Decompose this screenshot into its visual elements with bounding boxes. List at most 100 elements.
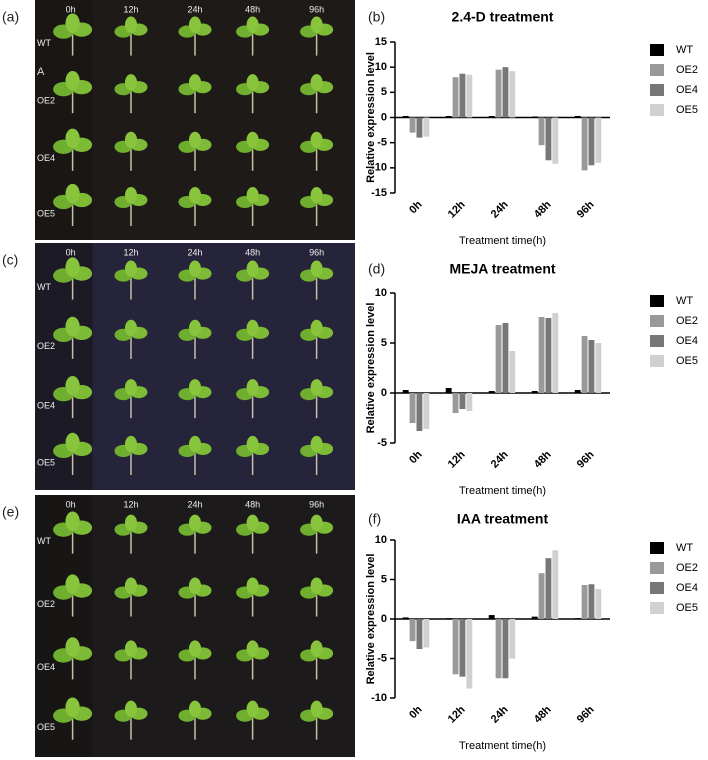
legend-label: WT	[676, 295, 693, 307]
bar	[402, 115, 409, 118]
leaf	[124, 379, 138, 396]
bar	[574, 618, 581, 619]
bar	[538, 117, 545, 146]
leaf	[65, 316, 80, 337]
bar	[581, 585, 588, 619]
photo-column-label: 96h	[309, 247, 324, 257]
bar	[416, 393, 423, 431]
x-tick-label: 24h	[489, 199, 511, 221]
bar	[409, 393, 416, 423]
legend-swatch	[650, 64, 664, 76]
panel-label: (c)	[2, 252, 18, 268]
photo-row-label: WT	[37, 282, 51, 292]
y-tick-label: 10	[375, 61, 387, 73]
leaf	[310, 435, 323, 453]
bar	[581, 336, 588, 393]
bar	[588, 340, 595, 393]
bar	[459, 73, 466, 118]
y-tick-label: 5	[381, 337, 387, 349]
bar	[595, 343, 602, 393]
y-tick-label: -5	[377, 652, 387, 664]
leaf	[246, 700, 259, 718]
leaf	[124, 186, 138, 204]
bar	[466, 393, 473, 411]
photo-row-label: OE4	[37, 153, 55, 163]
bar	[545, 558, 552, 619]
bar	[445, 618, 452, 619]
leaf	[124, 131, 138, 149]
leaf	[188, 640, 202, 657]
leaf	[310, 74, 323, 91]
bar	[495, 619, 502, 679]
y-tick-label: -10	[371, 692, 387, 704]
x-axis-label: Treatment time(h)	[459, 485, 546, 497]
bar	[574, 390, 581, 393]
leaf	[246, 514, 259, 532]
leaf	[310, 16, 323, 34]
leaf	[310, 260, 323, 278]
legend-label: OE4	[676, 84, 698, 96]
leaf	[188, 379, 202, 396]
leaf	[65, 697, 80, 718]
leaf	[188, 131, 202, 149]
bar	[459, 393, 466, 409]
photo-column-label: 96h	[309, 4, 324, 14]
leaf	[124, 319, 138, 337]
photo-column-label: 96h	[309, 499, 324, 509]
y-tick-label: 0	[381, 111, 387, 123]
bar	[416, 117, 423, 138]
photo-column-label: 12h	[123, 247, 138, 257]
bar	[495, 325, 502, 393]
leaf	[65, 13, 80, 33]
bar	[552, 117, 559, 164]
panel-label: (b)	[368, 9, 385, 25]
legend-label: OE5	[676, 104, 698, 116]
photo-column-label: 24h	[187, 4, 202, 14]
x-tick-label: 48h	[532, 199, 554, 221]
leaf	[65, 511, 80, 532]
bar	[416, 619, 423, 650]
leaf	[188, 186, 202, 204]
legend-swatch	[650, 582, 664, 594]
leaf	[188, 16, 202, 34]
legend-label: OE4	[676, 582, 698, 594]
bar	[509, 351, 516, 393]
x-tick-label: 12h	[446, 199, 468, 221]
legend-swatch	[650, 104, 664, 116]
photo-column-label: 24h	[187, 247, 202, 257]
leaf	[246, 74, 259, 91]
leaf	[310, 186, 323, 204]
panel-label: (a)	[2, 9, 19, 25]
y-tick-label: 5	[381, 573, 387, 585]
x-axis-label: Treatment time(h)	[459, 235, 546, 247]
x-tick-label: 24h	[489, 449, 511, 471]
photo-row-label: WT	[37, 38, 51, 48]
bar	[502, 323, 509, 393]
legend-label: OE2	[676, 315, 698, 327]
leaf	[124, 577, 138, 595]
legend-swatch	[650, 542, 664, 554]
leaf	[188, 260, 202, 278]
legend-swatch	[650, 295, 664, 307]
y-axis-label: Relative expression level	[365, 303, 377, 434]
y-tick-label: -15	[371, 187, 387, 199]
leaf	[246, 577, 259, 595]
x-tick-label: 0h	[407, 703, 425, 721]
leaf	[310, 131, 323, 149]
y-axis-label: Relative expression level	[365, 554, 377, 685]
leaf	[246, 16, 259, 34]
bar	[466, 619, 473, 689]
photo-column-label: 0h	[66, 247, 76, 257]
leaf	[246, 260, 259, 278]
legend-swatch	[650, 335, 664, 347]
leaf	[246, 131, 259, 149]
legend-swatch	[650, 315, 664, 327]
bar	[552, 550, 559, 619]
photo-mark: A	[37, 66, 45, 78]
leaf	[65, 128, 80, 149]
leaf	[310, 379, 323, 396]
leaf	[65, 432, 80, 453]
legend-swatch	[650, 602, 664, 614]
photo-row-label: OE4	[37, 401, 55, 411]
